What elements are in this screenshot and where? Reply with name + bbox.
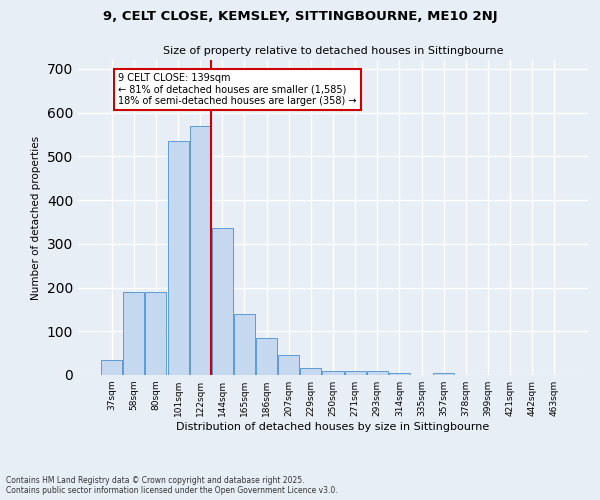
Bar [145,292,166,375]
Bar [322,370,344,375]
Bar [367,370,388,375]
Bar [234,314,255,375]
Bar [212,228,233,375]
Bar [389,373,410,375]
Title: Size of property relative to detached houses in Sittingbourne: Size of property relative to detached ho… [163,46,503,56]
Bar [301,368,322,375]
Y-axis label: Number of detached properties: Number of detached properties [31,136,41,300]
Bar [190,126,211,375]
Bar [256,338,277,375]
Text: Contains HM Land Registry data © Crown copyright and database right 2025.
Contai: Contains HM Land Registry data © Crown c… [6,476,338,495]
Text: 9, CELT CLOSE, KEMSLEY, SITTINGBOURNE, ME10 2NJ: 9, CELT CLOSE, KEMSLEY, SITTINGBOURNE, M… [103,10,497,23]
Bar [124,292,145,375]
Bar [433,373,454,375]
Bar [344,370,365,375]
Bar [278,356,299,375]
X-axis label: Distribution of detached houses by size in Sittingbourne: Distribution of detached houses by size … [176,422,490,432]
Text: 9 CELT CLOSE: 139sqm
← 81% of detached houses are smaller (1,585)
18% of semi-de: 9 CELT CLOSE: 139sqm ← 81% of detached h… [118,73,357,106]
Bar [167,141,188,375]
Bar [101,360,122,375]
